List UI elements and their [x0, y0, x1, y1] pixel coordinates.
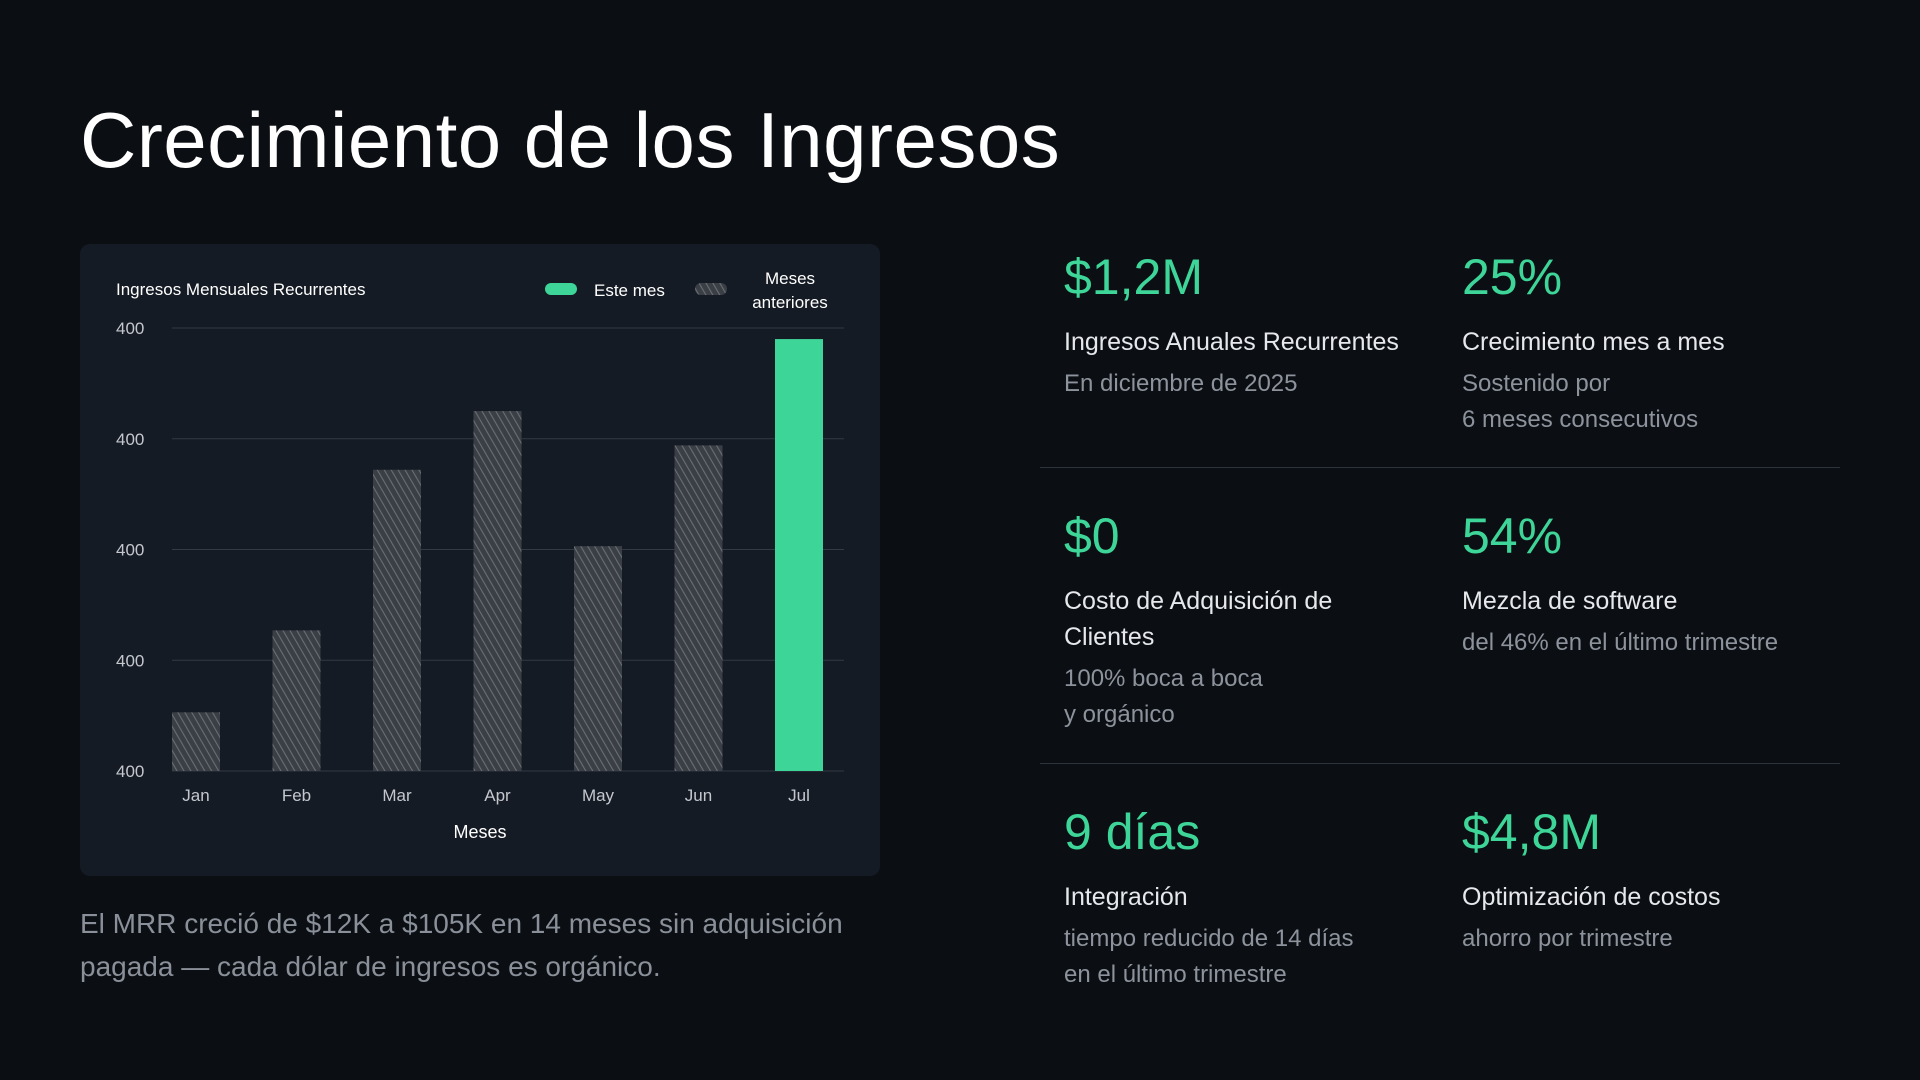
stat-value: 9 días — [1064, 804, 1201, 860]
x-tick-label: Jul — [788, 786, 810, 805]
y-tick-label: 400 — [116, 319, 144, 338]
mrr-bar-chart: Ingresos Mensuales Recurrentes 400 400 400 4… — [116, 269, 844, 842]
stat-software-mix: 54% Mezcla de software del 46% en el últ… — [1462, 511, 1842, 661]
stat-value: $1,2M — [1064, 249, 1203, 305]
stat-label: Costo de Adquisición de Clientes — [1064, 587, 1333, 651]
bar-jun — [674, 445, 723, 771]
stat-sub: ahorro por trimestre — [1462, 925, 1673, 952]
stat-label: Mezcla de software — [1462, 587, 1678, 615]
y-tick-label: 400 — [116, 651, 144, 670]
stat-label: Crecimiento mes a mes — [1462, 328, 1725, 356]
stat-mom-growth: 25% Crecimiento mes a mes Sostenido por 6… — [1462, 252, 1842, 438]
stat-sub: 100% boca a boca y orgánico — [1064, 665, 1263, 728]
stat-sub: En diciembre de 2025 — [1064, 370, 1298, 397]
stat-value: $0 — [1064, 508, 1120, 564]
bar-may — [574, 546, 622, 771]
legend-label-current: Este mes — [594, 281, 665, 300]
y-tick-label: 400 — [116, 541, 144, 560]
x-tick-label: Jun — [685, 786, 712, 805]
legend-label-previous: anteriores — [752, 293, 828, 312]
stat-label: Ingresos Anuales Recurrentes — [1064, 328, 1399, 356]
x-tick-label: Mar — [382, 786, 412, 805]
mrr-chart-card: Ingresos Mensuales Recurrentes 400 400 400 4… — [80, 244, 880, 876]
stat-value: 54% — [1462, 508, 1563, 564]
bar-jan — [172, 712, 220, 771]
stats-divider — [1040, 763, 1840, 764]
stat-cac: $0 Costo de Adquisición de Clientes 100% … — [1064, 511, 1444, 733]
stat-value: $4,8M — [1462, 804, 1601, 860]
stat-sub: tiempo reducido de 14 días en el último t… — [1064, 925, 1354, 988]
stats-divider — [1040, 467, 1840, 468]
stat-cost-optimization: $4,8M Optimización de costos ahorro por … — [1462, 807, 1842, 957]
stat-onboarding: 9 días Integración tiempo reducido de 14… — [1064, 807, 1444, 993]
legend-label-previous: Meses — [765, 269, 815, 288]
y-tick-label: 400 — [116, 762, 144, 781]
chart-title: Ingresos Mensuales Recurrentes — [116, 280, 365, 299]
legend-swatch-previous — [695, 283, 727, 295]
x-tick-label: May — [582, 786, 615, 805]
chart-caption: El MRR creció de $12K a $105K en 14 mese… — [80, 908, 843, 982]
stat-value: 25% — [1462, 249, 1563, 305]
page-title: Crecimiento de los Ingresos — [80, 96, 1061, 184]
bar-apr — [473, 411, 522, 771]
y-tick-label: 400 — [116, 430, 144, 449]
stat-sub: Sostenido por 6 meses consecutivos — [1462, 370, 1699, 433]
bar-feb — [272, 630, 321, 771]
stat-label: Integración — [1064, 883, 1188, 911]
legend-swatch-current — [545, 283, 577, 295]
x-axis-label: Meses — [453, 822, 506, 842]
x-tick-label: Apr — [484, 786, 511, 805]
stat-sub: del 46% en el último trimestre — [1462, 629, 1779, 656]
stat-arr: $1,2M Ingresos Anuales Recurrentes En di… — [1064, 252, 1444, 402]
bar-mar — [373, 469, 421, 771]
x-tick-label: Jan — [182, 786, 209, 805]
x-tick-label: Feb — [282, 786, 311, 805]
stat-label: Optimización de costos — [1462, 883, 1721, 911]
bar-jul — [775, 339, 823, 771]
